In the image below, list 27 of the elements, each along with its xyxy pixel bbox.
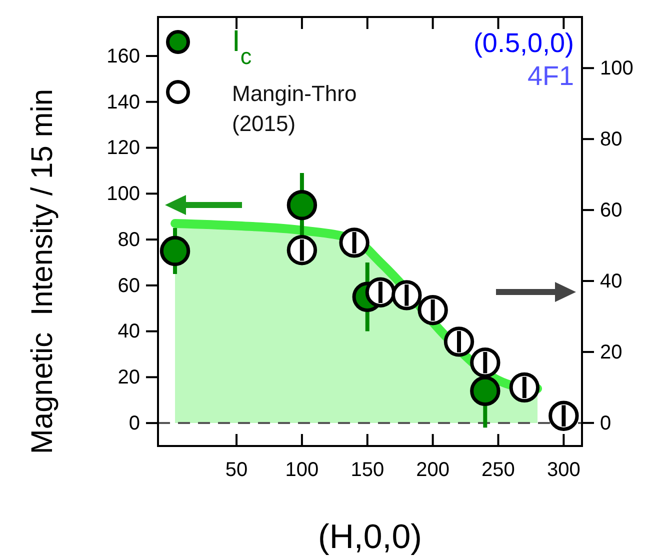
x-tick-label: 200 xyxy=(416,459,450,482)
y-tick-label: 160 xyxy=(106,45,140,68)
annotation: (0.5,0,0) xyxy=(473,28,574,58)
y2-tick-label: 60 xyxy=(600,199,622,222)
y-tick-label: 140 xyxy=(106,91,140,114)
x-tick-label: 300 xyxy=(546,459,580,482)
y-tick-label: 0 xyxy=(128,412,140,434)
y2-tick-label: 0 xyxy=(600,412,612,434)
y2-tick-label: 20 xyxy=(600,341,622,364)
annotation: 4F1 xyxy=(527,61,574,91)
y-axis-title: Magnetic Intensity / 15 min xyxy=(26,88,59,454)
y2-tick-label: 40 xyxy=(600,270,622,292)
y-tick-label: 20 xyxy=(118,366,140,389)
y-tick-label: 120 xyxy=(106,137,140,160)
x-tick-label: 100 xyxy=(285,459,319,482)
y2-tick-label: 100 xyxy=(600,57,634,80)
x-axis-title: (H,0,0) xyxy=(318,518,422,556)
legend-label: I$_{c}$ xyxy=(232,25,252,68)
y2-tick-label: 80 xyxy=(600,128,622,150)
y-tick-label: 100 xyxy=(106,183,140,206)
x-tick-label: 250 xyxy=(482,459,515,482)
y-tick-label: 40 xyxy=(118,320,140,343)
x-tick-label: 50 xyxy=(225,459,248,482)
x-tick-label: 150 xyxy=(350,459,384,482)
legend-label: Mangin-Thro (2015) xyxy=(232,81,357,136)
y-tick-label: 60 xyxy=(118,274,140,297)
y-tick-label: 80 xyxy=(118,228,140,251)
